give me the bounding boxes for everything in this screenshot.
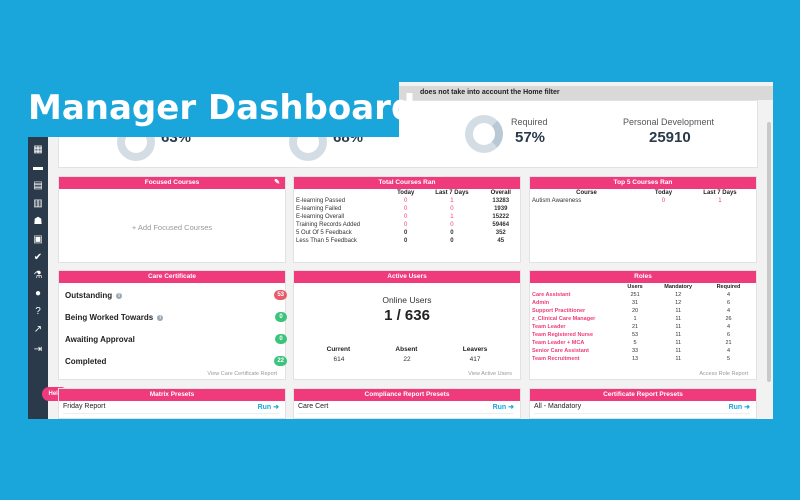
cc-awaiting-row[interactable]: Awaiting Approval 0 xyxy=(65,334,287,344)
certificate-presets-title: Certificate Report Presets xyxy=(530,389,756,401)
total-col-today: Today xyxy=(397,190,415,196)
total-col-label xyxy=(294,189,389,197)
top5-courses-title: Top 5 Courses Ran xyxy=(530,177,756,189)
online-users-label: Online Users xyxy=(382,295,432,305)
calendar-icon[interactable]: ▦ xyxy=(33,144,43,155)
compliance-presets-card: Compliance Report Presets Care Cert Run … xyxy=(293,388,521,419)
roles-title: Roles xyxy=(530,271,756,283)
personal-dev-label: Personal Development xyxy=(623,117,715,127)
completed-count-badge: 22 xyxy=(274,356,287,366)
question-icon[interactable]: ? xyxy=(35,306,41,317)
outstanding-count-badge: 53 xyxy=(274,290,287,300)
total-col-overall: Overall xyxy=(490,190,511,196)
compliance-preset-item: Care Cert Run ➜ xyxy=(298,403,514,414)
compliance-presets-title: Compliance Report Presets xyxy=(294,389,520,401)
users-icon[interactable]: ☗ xyxy=(33,216,43,227)
view-care-certificate-link[interactable]: View Care Certificate Report xyxy=(207,371,277,377)
title-overlay: Manager Dashboard xyxy=(16,74,415,137)
focused-courses-card: Focused Courses ✎ + Add Focused Courses xyxy=(58,176,286,263)
access-role-report-link[interactable]: Access Role Report xyxy=(699,371,748,377)
required-label: Required xyxy=(511,117,548,127)
table-row[interactable]: Care Assistant 251 12 4 xyxy=(532,292,731,298)
table-row: Training Records Added 0 0 59464 xyxy=(296,222,510,228)
trend-icon[interactable]: ↗ xyxy=(33,324,43,335)
total-courses-table: Today Last 7 Days Overall E-learning Pas… xyxy=(294,189,520,245)
page-title: Manager Dashboard xyxy=(28,88,416,128)
certificate-run-button[interactable]: Run ➜ xyxy=(728,404,750,411)
cc-outstanding-row[interactable]: Outstanding i 53 xyxy=(65,290,287,300)
active-users-card: Active Users Online Users 1 / 636 Curren… xyxy=(293,270,521,380)
table-row[interactable]: Team Registered Nurse 53 11 6 xyxy=(532,332,731,338)
book-icon[interactable]: ▣ xyxy=(33,234,43,245)
certificate-preset-item: All - Mandatory Run ➜ xyxy=(534,403,750,414)
view-active-users-link[interactable]: View Active Users xyxy=(468,371,512,377)
logout-icon[interactable]: ⇥ xyxy=(33,344,43,355)
clipboard-icon[interactable]: ▤ xyxy=(33,180,43,191)
cc-being-worked-row[interactable]: Being Worked Towards i 0 xyxy=(65,312,287,322)
top5-col-last7: Last 7 Days xyxy=(703,190,737,196)
compliance-run-button[interactable]: Run ➜ xyxy=(492,404,514,411)
vertical-scrollbar[interactable] xyxy=(767,122,771,382)
required-percent: 57% xyxy=(515,129,546,146)
chart-icon[interactable]: ▥ xyxy=(33,198,43,209)
table-row[interactable]: z_Clinical Care Manager 1 11 26 xyxy=(532,316,732,322)
table-row: E-learning Failed 0 0 1939 xyxy=(296,206,508,212)
awaiting-count-badge: 0 xyxy=(275,334,287,344)
table-row: 5 Out Of 5 Feedback 0 0 352 xyxy=(296,230,506,236)
top5-col-course: Course xyxy=(576,190,597,196)
table-row[interactable]: Team Recruitment 13 11 5 xyxy=(532,356,731,362)
table-row[interactable]: Autism Awareness 0 1 xyxy=(532,198,722,204)
flask-icon[interactable]: ⚗ xyxy=(33,270,43,281)
total-col-last7: Last 7 Days xyxy=(435,190,469,196)
personal-dev-value: 25910 xyxy=(649,129,691,146)
total-courses-card: Total Courses Ran Today Last 7 Days Over… xyxy=(293,176,521,263)
top5-courses-card: Top 5 Courses Ran Course Today Last 7 Da… xyxy=(529,176,757,263)
home-filter-banner: does not take into account the Home filt… xyxy=(398,86,773,100)
being-worked-count-badge: 0 xyxy=(275,312,287,322)
roles-table: Users Mandatory Required Care Assistant 2… xyxy=(530,283,752,363)
matrix-run-button[interactable]: Run ➜ xyxy=(257,404,279,411)
matrix-presets-card: Matrix Presets Friday Report Run ➜ xyxy=(58,388,286,419)
online-users-value: 1 / 636 xyxy=(384,307,430,324)
certificate-presets-card: Certificate Report Presets All - Mandato… xyxy=(529,388,757,419)
info-icon: i xyxy=(116,292,123,299)
donut-chart-required xyxy=(465,115,503,153)
top5-col-today: Today xyxy=(654,190,673,196)
matrix-preset-item: Friday Report Run ➜ xyxy=(63,403,279,414)
table-row: E-learning Overall 0 1 15222 xyxy=(296,214,510,220)
table-row: E-learning Passed 0 1 13283 xyxy=(296,198,510,204)
cc-completed-row[interactable]: Completed 22 xyxy=(65,356,287,366)
matrix-presets-title: Matrix Presets xyxy=(59,389,285,401)
sidebar: ▦ ▬ ▤ ▥ ☗ ▣ ✔ ⚗ ● ? ↗ ⇥ xyxy=(28,82,48,419)
table-row[interactable]: Senior Care Assistant 33 11 4 xyxy=(532,348,731,354)
table-row[interactable]: Support Practitioner 20 11 4 xyxy=(532,308,731,314)
top5-courses-table: Course Today Last 7 Days Autism Awarenes… xyxy=(530,189,756,205)
care-certificate-card: Care Certificate Outstanding i 53 Being W… xyxy=(58,270,287,380)
care-certificate-title: Care Certificate xyxy=(59,271,285,283)
table-row[interactable]: Team Leader 21 11 4 xyxy=(532,324,731,330)
table-row[interactable]: Admin 31 12 6 xyxy=(532,300,731,306)
total-courses-title: Total Courses Ran xyxy=(294,177,520,189)
add-focused-courses-link[interactable]: + Add Focused Courses xyxy=(131,223,213,232)
dashboard-screenshot: ▦ ▬ ▤ ▥ ☗ ▣ ✔ ⚗ ● ? ↗ ⇥ Help does not ta… xyxy=(28,82,773,419)
folder-icon[interactable]: ▬ xyxy=(33,162,43,173)
focused-courses-header: Focused Courses ✎ xyxy=(59,177,285,189)
table-row: Less Than 5 Feedback 0 0 45 xyxy=(296,238,505,244)
main-content: does not take into account the Home filt… xyxy=(48,82,773,419)
active-users-title: Active Users xyxy=(294,271,520,283)
active-users-columns: Current Absent Leavers xyxy=(326,346,488,353)
table-row[interactable]: Team Leader + MCA 5 11 21 xyxy=(532,340,732,346)
info-icon: i xyxy=(157,314,164,321)
focused-courses-title: Focused Courses xyxy=(144,179,200,186)
roles-card: Roles Users Mandatory Required Care Assi… xyxy=(529,270,757,380)
active-users-values: 614 22 417 xyxy=(333,356,481,363)
check-circle-icon[interactable]: ✔ xyxy=(33,252,43,263)
edit-pencil-icon[interactable]: ✎ xyxy=(274,179,280,186)
user-circle-icon[interactable]: ● xyxy=(34,288,42,299)
